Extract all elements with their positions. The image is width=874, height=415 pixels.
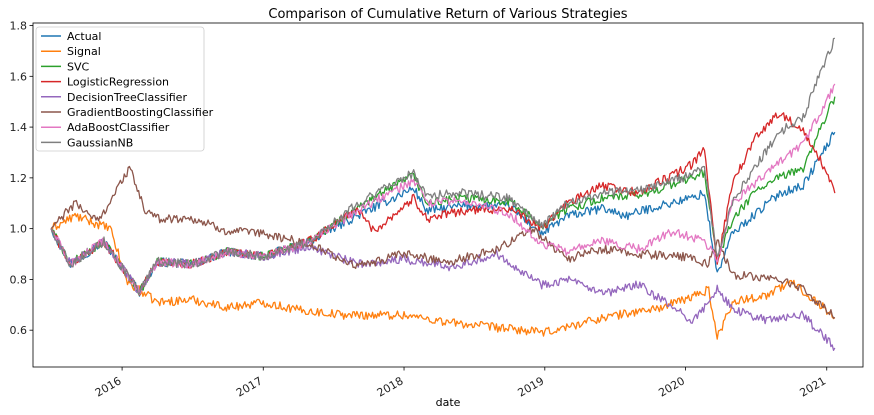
legend: Actual Signal SVC LogisticRegression Decisio…	[35, 26, 214, 152]
legend-box	[35, 26, 205, 152]
legend-label: GradientBoostingClassifier	[67, 106, 214, 119]
y-tick-label: 1.6	[10, 70, 28, 83]
legend-label: Actual	[67, 30, 101, 43]
legend-label: GaussianNB	[67, 136, 133, 149]
y-tick-label: 1.4	[10, 121, 28, 134]
series-line-gradientboostingclassifier	[50, 165, 836, 319]
series-line-gaussiannb	[50, 37, 836, 295]
y-tick-label: 1.2	[10, 172, 28, 185]
legend-label: AdaBoostClassifier	[67, 121, 170, 134]
series-line-adaboostclassifier	[50, 83, 836, 295]
x-axis-label: date	[436, 396, 461, 409]
y-tick-label: 1.0	[10, 223, 28, 236]
legend-label: LogisticRegression	[67, 76, 169, 89]
legend-label: DecisionTreeClassifier	[67, 91, 187, 104]
chart-title: Comparison of Cumulative Return of Vario…	[268, 7, 627, 22]
series-line-signal	[50, 212, 836, 340]
y-tick-label: 0.6	[10, 324, 28, 337]
legend-label: SVC	[67, 60, 90, 73]
y-tick-label: 1.8	[10, 20, 28, 33]
plot-lines	[50, 37, 836, 351]
y-axis: 0.6 0.8 1.0 1.2 1.4 1.6 1.8	[10, 20, 33, 337]
axes-frame	[32, 22, 864, 368]
legend-label: Signal	[67, 45, 101, 58]
y-tick-label: 0.8	[10, 273, 28, 286]
series-line-logisticregression	[50, 112, 836, 296]
